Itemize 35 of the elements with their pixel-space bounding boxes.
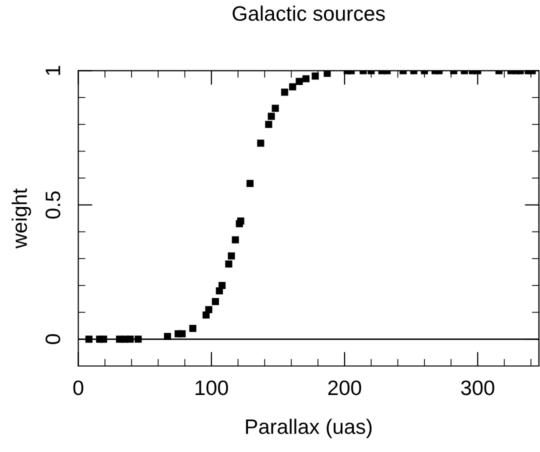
x-axis-title: Parallax (uas)	[246, 418, 372, 438]
point	[228, 252, 235, 260]
point	[225, 260, 232, 268]
point	[324, 70, 331, 77]
y-axis-title: weight	[12, 188, 32, 248]
point	[85, 336, 92, 343]
point	[302, 75, 310, 82]
point	[312, 72, 319, 80]
point	[272, 104, 279, 112]
point	[296, 78, 303, 85]
point	[237, 217, 244, 225]
point	[268, 112, 275, 120]
point	[281, 88, 288, 96]
y-tick-label: 1	[46, 66, 60, 75]
point	[134, 336, 142, 343]
point	[265, 120, 272, 128]
x-tick-label: 0	[73, 380, 84, 396]
x-tick-label: 300	[461, 380, 494, 396]
point	[178, 330, 186, 338]
x-tick-label: 200	[328, 380, 362, 396]
point	[164, 332, 172, 340]
point	[100, 336, 108, 343]
point	[205, 306, 212, 314]
chart-title: Galactic sources	[232, 6, 385, 21]
point	[212, 298, 219, 306]
y-tick-label: 0.5	[46, 191, 60, 219]
y-tick-label: 0	[46, 334, 60, 344]
point	[189, 324, 196, 332]
point	[232, 236, 239, 244]
point	[289, 83, 296, 90]
point	[218, 282, 226, 290]
point	[126, 336, 134, 343]
point	[246, 180, 254, 187]
x-tick-label: 100	[196, 380, 228, 396]
point	[257, 140, 264, 147]
